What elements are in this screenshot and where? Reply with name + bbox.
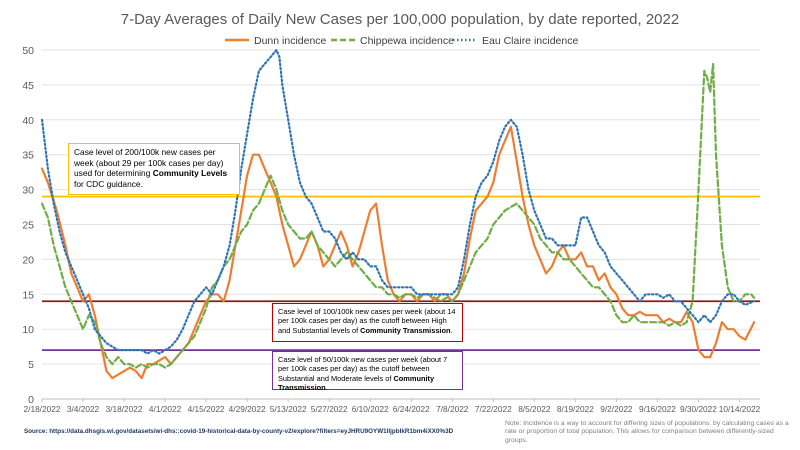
source-text: Source: https://data.dhsgis.wi.gov/datas… [24,428,454,435]
annotation-high-substantial-bold: Community Transmission [360,325,451,335]
x-tick-label: 9/2/2022 [600,404,633,414]
annotation-substantial-moderate-bold: Community Transmission [278,373,435,392]
series-lines [40,48,756,380]
y-tick-label: 40 [22,115,34,127]
legend-label-dunn: Dunn incidence [254,35,327,47]
y-tick-label: 5 [28,359,34,371]
annotation-community-levels: Case level of 200/100k new cases per wee… [68,143,240,195]
x-tick-label: 3/18/2022 [106,404,143,414]
series-line-dunn-incidence [40,125,756,380]
legend-label-eau-claire: Eau Claire incidence [482,35,578,47]
x-tick-label: 4/15/2022 [188,404,225,414]
y-tick-label: 10 [22,324,34,336]
annotation-substantial-moderate-tail: . [325,382,328,392]
gridlines [42,49,760,365]
annotation-community-levels-text: Case level of 200/100k new cases per wee… [74,147,224,178]
x-tick-label: 7/8/2022 [436,404,469,414]
y-tick-label: 30 [22,185,34,197]
annotation-substantial-moderate: Case level of 50/100k new cases per week… [272,351,463,392]
x-tick-label: 7/22/2022 [475,404,512,414]
x-tick-label: 5/13/2022 [270,404,307,414]
y-axis-ticks: 0 5 10 15 20 25 30 35 40 45 50 [22,45,34,406]
y-tick-label: 20 [22,254,34,266]
annotation-high-substantial-tail: . [450,325,453,335]
x-tick-label: 4/29/2022 [229,404,266,414]
note-text: Note: Incidence is a way to account for … [505,420,789,444]
y-tick-label: 35 [22,150,34,162]
annotation-community-levels-bold: Community Levels [152,168,228,178]
x-tick-label: 6/10/2022 [352,404,389,414]
y-tick-label: 25 [22,220,34,232]
series-line-chippewa-incidence [40,62,756,369]
annotation-substantial-moderate-text: Case level of 50/100k new cases per week… [278,355,448,383]
x-tick-label: 9/16/2022 [639,404,676,414]
y-tick-label: 45 [22,80,34,92]
x-tick-label: 2/18/2022 [24,404,61,414]
x-tick-label: 5/27/2022 [311,404,348,414]
x-tick-label: 9/30/2022 [680,404,717,414]
series-line-eau-claire-incidence [40,48,756,355]
y-tick-label: 0 [28,394,34,406]
x-tick-label: 4/1/2022 [149,404,182,414]
legend-label-chippewa: Chippewa incidence [360,35,454,47]
x-tick-label: 8/19/2022 [557,404,594,414]
x-tick-label: 8/5/2022 [518,404,551,414]
x-tick-label: 3/4/2022 [67,404,100,414]
annotation-high-substantial: Case level of 100/100k new cases per wee… [272,303,463,342]
legend: Dunn incidence Chippewa incidence Eau Cl… [225,35,578,47]
chart-title: 7-Day Averages of Daily New Cases per 10… [121,11,679,28]
annotation-community-levels-tail: for CDC guidance. [74,178,143,189]
y-tick-label: 15 [22,289,34,301]
x-tick-label: 10/14/2022 [719,404,761,414]
x-axis-ticks: 2/18/2022 3/4/2022 3/18/2022 4/1/2022 4/15/2… [24,399,761,414]
annotation-high-substantial-text: Case level of 100/100k new cases per wee… [278,307,456,335]
y-tick-label: 50 [22,45,34,57]
x-tick-label: 6/24/2022 [393,404,430,414]
